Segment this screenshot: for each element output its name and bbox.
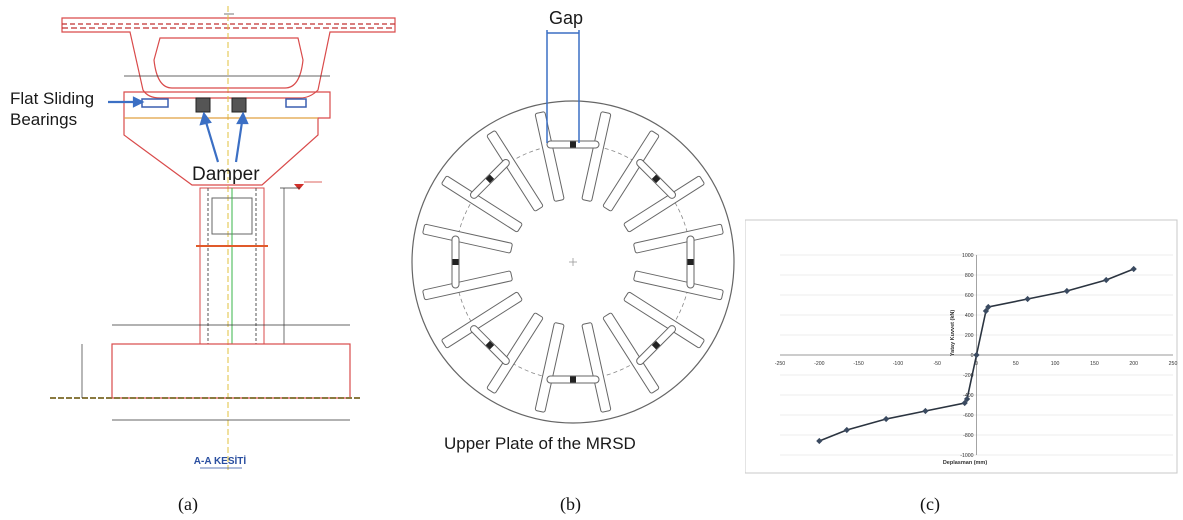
radial-slot — [633, 223, 724, 254]
radial-slot — [486, 130, 544, 212]
panel-a: A-A KESİTİ Flat Sliding Bearings Damper — [0, 0, 400, 490]
x-tick-label: 150 — [1090, 361, 1099, 367]
data-point — [1024, 295, 1031, 303]
y-tick-label: 400 — [965, 313, 974, 319]
mrsd-plate-drawing — [411, 30, 735, 424]
x-tick-label: -100 — [893, 361, 903, 367]
radial-slot — [581, 322, 612, 413]
annotation-arrows — [108, 96, 249, 163]
panel-b: Gap Upper Plate of the MRSD — [400, 0, 745, 490]
gap-slot — [470, 159, 510, 199]
caption-c: (c) — [920, 494, 940, 514]
gap-slot — [451, 235, 460, 289]
y-tick-label: 800 — [965, 273, 974, 279]
radial-slot — [441, 291, 523, 349]
section-title: A-A KESİTİ — [194, 454, 247, 467]
force-displacement-chart: -250 -200 -150 -100 -50 0 50 100 150 200 250 -1000 -… — [744, 219, 1178, 474]
gap-slot — [546, 375, 600, 384]
x-axis-label: Deplasman (mm) — [943, 460, 987, 466]
y-tick-label: -800 — [963, 433, 973, 439]
chart-tick-labels: -250 -200 -150 -100 -50 0 50 100 150 200 250 -1000 -… — [775, 253, 1178, 459]
gap-slot — [470, 325, 510, 365]
radial-slot — [602, 130, 660, 212]
flat-sliding-bearing — [141, 98, 307, 108]
y-tick-label: -1000 — [960, 453, 973, 459]
radial-slot — [486, 312, 544, 394]
x-tick-label: 100 — [1051, 361, 1060, 367]
x-tick-label: 250 — [1169, 361, 1178, 367]
x-tick-label: -250 — [775, 361, 785, 367]
radial-slot — [534, 322, 565, 413]
caption-b: (b) — [560, 494, 581, 514]
x-tick-label: -50 — [933, 361, 941, 367]
y-tick-label: -200 — [963, 373, 973, 379]
damper-label: Damper — [192, 164, 260, 185]
x-tick-label: 50 — [1013, 361, 1019, 367]
gap-label: Gap — [549, 8, 584, 28]
radial-slot — [623, 175, 705, 233]
x-tick-label: -150 — [853, 361, 863, 367]
bridge-section-drawing: A-A KESİTİ — [50, 6, 396, 470]
panel-c: -250 -200 -150 -100 -50 0 50 100 150 200 250 -1000 -… — [744, 0, 1183, 490]
gap-indicator — [546, 30, 580, 143]
x-tick-label: 200 — [1129, 361, 1138, 367]
caption-a: (a) — [178, 494, 198, 514]
y-tick-label: 0 — [971, 353, 974, 359]
x-tick-label: 0 — [975, 361, 978, 367]
y-tick-label: 200 — [965, 333, 974, 339]
data-point — [1103, 276, 1110, 284]
y-tick-label: -600 — [963, 413, 973, 419]
radial-slot — [602, 312, 660, 394]
data-point — [1130, 265, 1137, 273]
y-tick-label: 600 — [965, 293, 974, 299]
gap-slot — [636, 159, 676, 199]
x-tick-label: -200 — [814, 361, 824, 367]
radial-slot — [581, 111, 612, 202]
y-axis-label: Yatay Kuvvet (kN) — [950, 310, 956, 357]
radial-slot — [441, 175, 523, 233]
damper — [195, 97, 247, 113]
gap-slot — [546, 140, 600, 149]
y-tick-label: 1000 — [962, 253, 974, 259]
gap-slot — [636, 325, 676, 365]
pier-cap — [123, 91, 331, 186]
radial-slot — [623, 291, 705, 349]
radial-slot — [422, 223, 513, 254]
bearings-label: Flat Sliding Bearings — [10, 89, 95, 129]
radial-slots — [422, 111, 724, 413]
gap-slots — [451, 140, 695, 384]
gap-slot — [686, 235, 695, 289]
radial-slot — [633, 270, 724, 301]
pile-cap-footing — [50, 343, 360, 399]
plate-label: Upper Plate of the MRSD — [444, 434, 636, 453]
radial-slot — [422, 270, 513, 301]
radial-slot — [534, 111, 565, 202]
